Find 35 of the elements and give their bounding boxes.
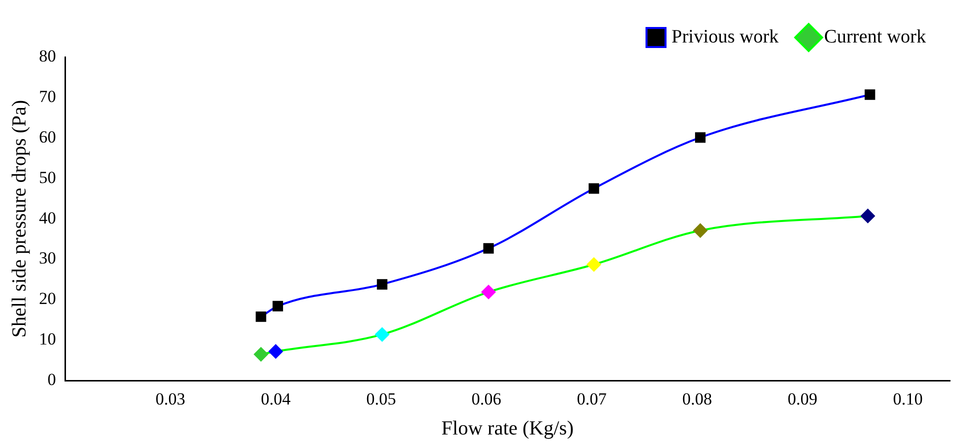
y-tick-label: 70: [39, 86, 56, 106]
point: [860, 208, 875, 223]
x-tick-label: 0.06: [472, 389, 502, 408]
point: [695, 132, 706, 143]
y-axis-title: Shell side pressure drops (Pa): [8, 100, 30, 338]
y-tick-label: 30: [39, 248, 56, 268]
y-tick-label: 20: [39, 289, 56, 308]
y-tick-label: 40: [39, 208, 56, 228]
x-tick-label: 0.07: [576, 389, 608, 408]
point: [586, 258, 601, 272]
point: [588, 183, 600, 194]
y-tick-label: 10: [39, 330, 56, 349]
point: [693, 224, 708, 238]
point: [483, 243, 494, 254]
x-axis-title: Flow rate (Kg/s): [441, 417, 574, 440]
x-tick-label: 0.09: [788, 389, 818, 408]
point: [864, 89, 876, 100]
point: [272, 300, 284, 312]
point: [376, 279, 388, 290]
point: [256, 311, 266, 322]
legend-label: Privious work: [672, 26, 780, 48]
x-tick-label: 0.04: [260, 389, 292, 408]
y-tick-label: 50: [39, 168, 56, 187]
x-tick-label: 0.05: [366, 389, 396, 408]
point: [482, 285, 496, 300]
x-tick-label: 0.08: [682, 389, 712, 408]
y-tick-label: 80: [39, 46, 56, 66]
y-tick-label: 60: [39, 127, 56, 146]
point: [254, 347, 268, 362]
x-tick-label: 0.03: [155, 389, 186, 408]
point: [375, 327, 390, 342]
point: [268, 344, 283, 358]
x-tick-label: 0.10: [892, 389, 923, 408]
legend-label: Current work: [824, 26, 926, 48]
y-tick-label: 0: [48, 370, 56, 390]
